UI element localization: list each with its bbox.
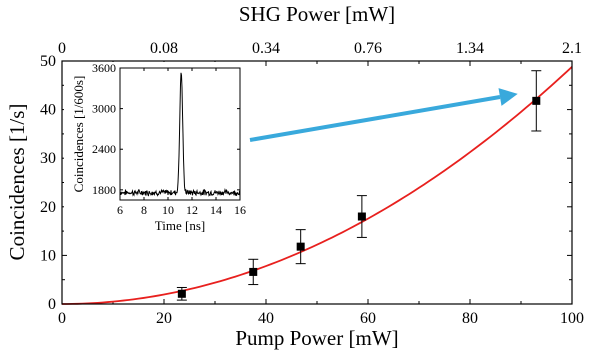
x2-axis-title: SHG Power [mW]: [239, 2, 395, 26]
inset-background: [64, 62, 248, 240]
fit-curve-group: [61, 66, 573, 305]
y-tick-label: 20: [40, 199, 56, 216]
fit-curve: [61, 66, 573, 305]
plot-frame: [61, 60, 573, 305]
inset-x-tick-label: 14: [210, 203, 222, 217]
annotation-arrow-head: [498, 88, 518, 106]
inset-x-tick-label: 16: [234, 203, 246, 217]
inset-trace: [119, 72, 241, 197]
data-point: [177, 289, 186, 298]
data-point: [296, 242, 305, 251]
inset-chart: 6 8 10 12 14 16 1800 2400 3000 3600 Time [ns] Coinc…: [64, 61, 248, 240]
x-tick-label: 20: [156, 310, 172, 327]
annotation-arrow-group: [249, 88, 518, 142]
x2-tick-label: 0.76: [354, 40, 382, 57]
x2-tick-label: 0.34: [252, 40, 280, 57]
y-tick-label: 50: [40, 53, 56, 70]
inset-y-axis-title: Coincidences [1/600s]: [71, 76, 86, 193]
data-points-group: [176, 70, 542, 301]
inset-y-tick-label: 2400: [92, 142, 116, 156]
y-axis-title: Coincidences [1/s]: [5, 104, 29, 261]
inset-x-axis-title: Time [ns]: [155, 218, 205, 233]
x2-tick-label: 2.1: [562, 40, 582, 57]
inset-frame: [119, 67, 241, 201]
x-axis-title: Pump Power [mW]: [235, 326, 398, 350]
data-point: [532, 96, 541, 105]
y-tick-label: 40: [40, 102, 56, 119]
inset-y-tick-label: 1800: [92, 183, 116, 197]
x2-tick-label: 1.34: [456, 40, 484, 57]
data-point: [357, 212, 366, 221]
y-tick-label: 10: [40, 247, 56, 264]
x2-tick-label: 0: [58, 40, 66, 57]
x-tick-label: 0: [58, 310, 66, 327]
inset-y-tick-label: 3600: [92, 61, 116, 75]
y-tick-label: 0: [48, 296, 56, 313]
annotation-arrow-shaft: [249, 95, 501, 142]
x-tick-label: 40: [258, 310, 274, 327]
y-tick-label: 30: [40, 150, 56, 167]
main-axis-labels: 0 20 40 60 80 100 0 0.08 0.34 0.76 1.34 2.1 0 10 20 30 4…: [40, 40, 584, 327]
inset-x-tick-label: 8: [141, 203, 147, 217]
x-tick-label: 60: [360, 310, 376, 327]
inset-x-tick-label: 10: [162, 203, 174, 217]
inset-x-tick-label: 6: [117, 203, 123, 217]
x-tick-label: 80: [462, 310, 478, 327]
x-tick-label: 100: [560, 310, 584, 327]
inset-y-tick-label: 3000: [92, 102, 116, 116]
x2-tick-label: 0.08: [150, 40, 178, 57]
data-point: [249, 267, 258, 276]
inset-x-tick-label: 12: [186, 203, 198, 217]
